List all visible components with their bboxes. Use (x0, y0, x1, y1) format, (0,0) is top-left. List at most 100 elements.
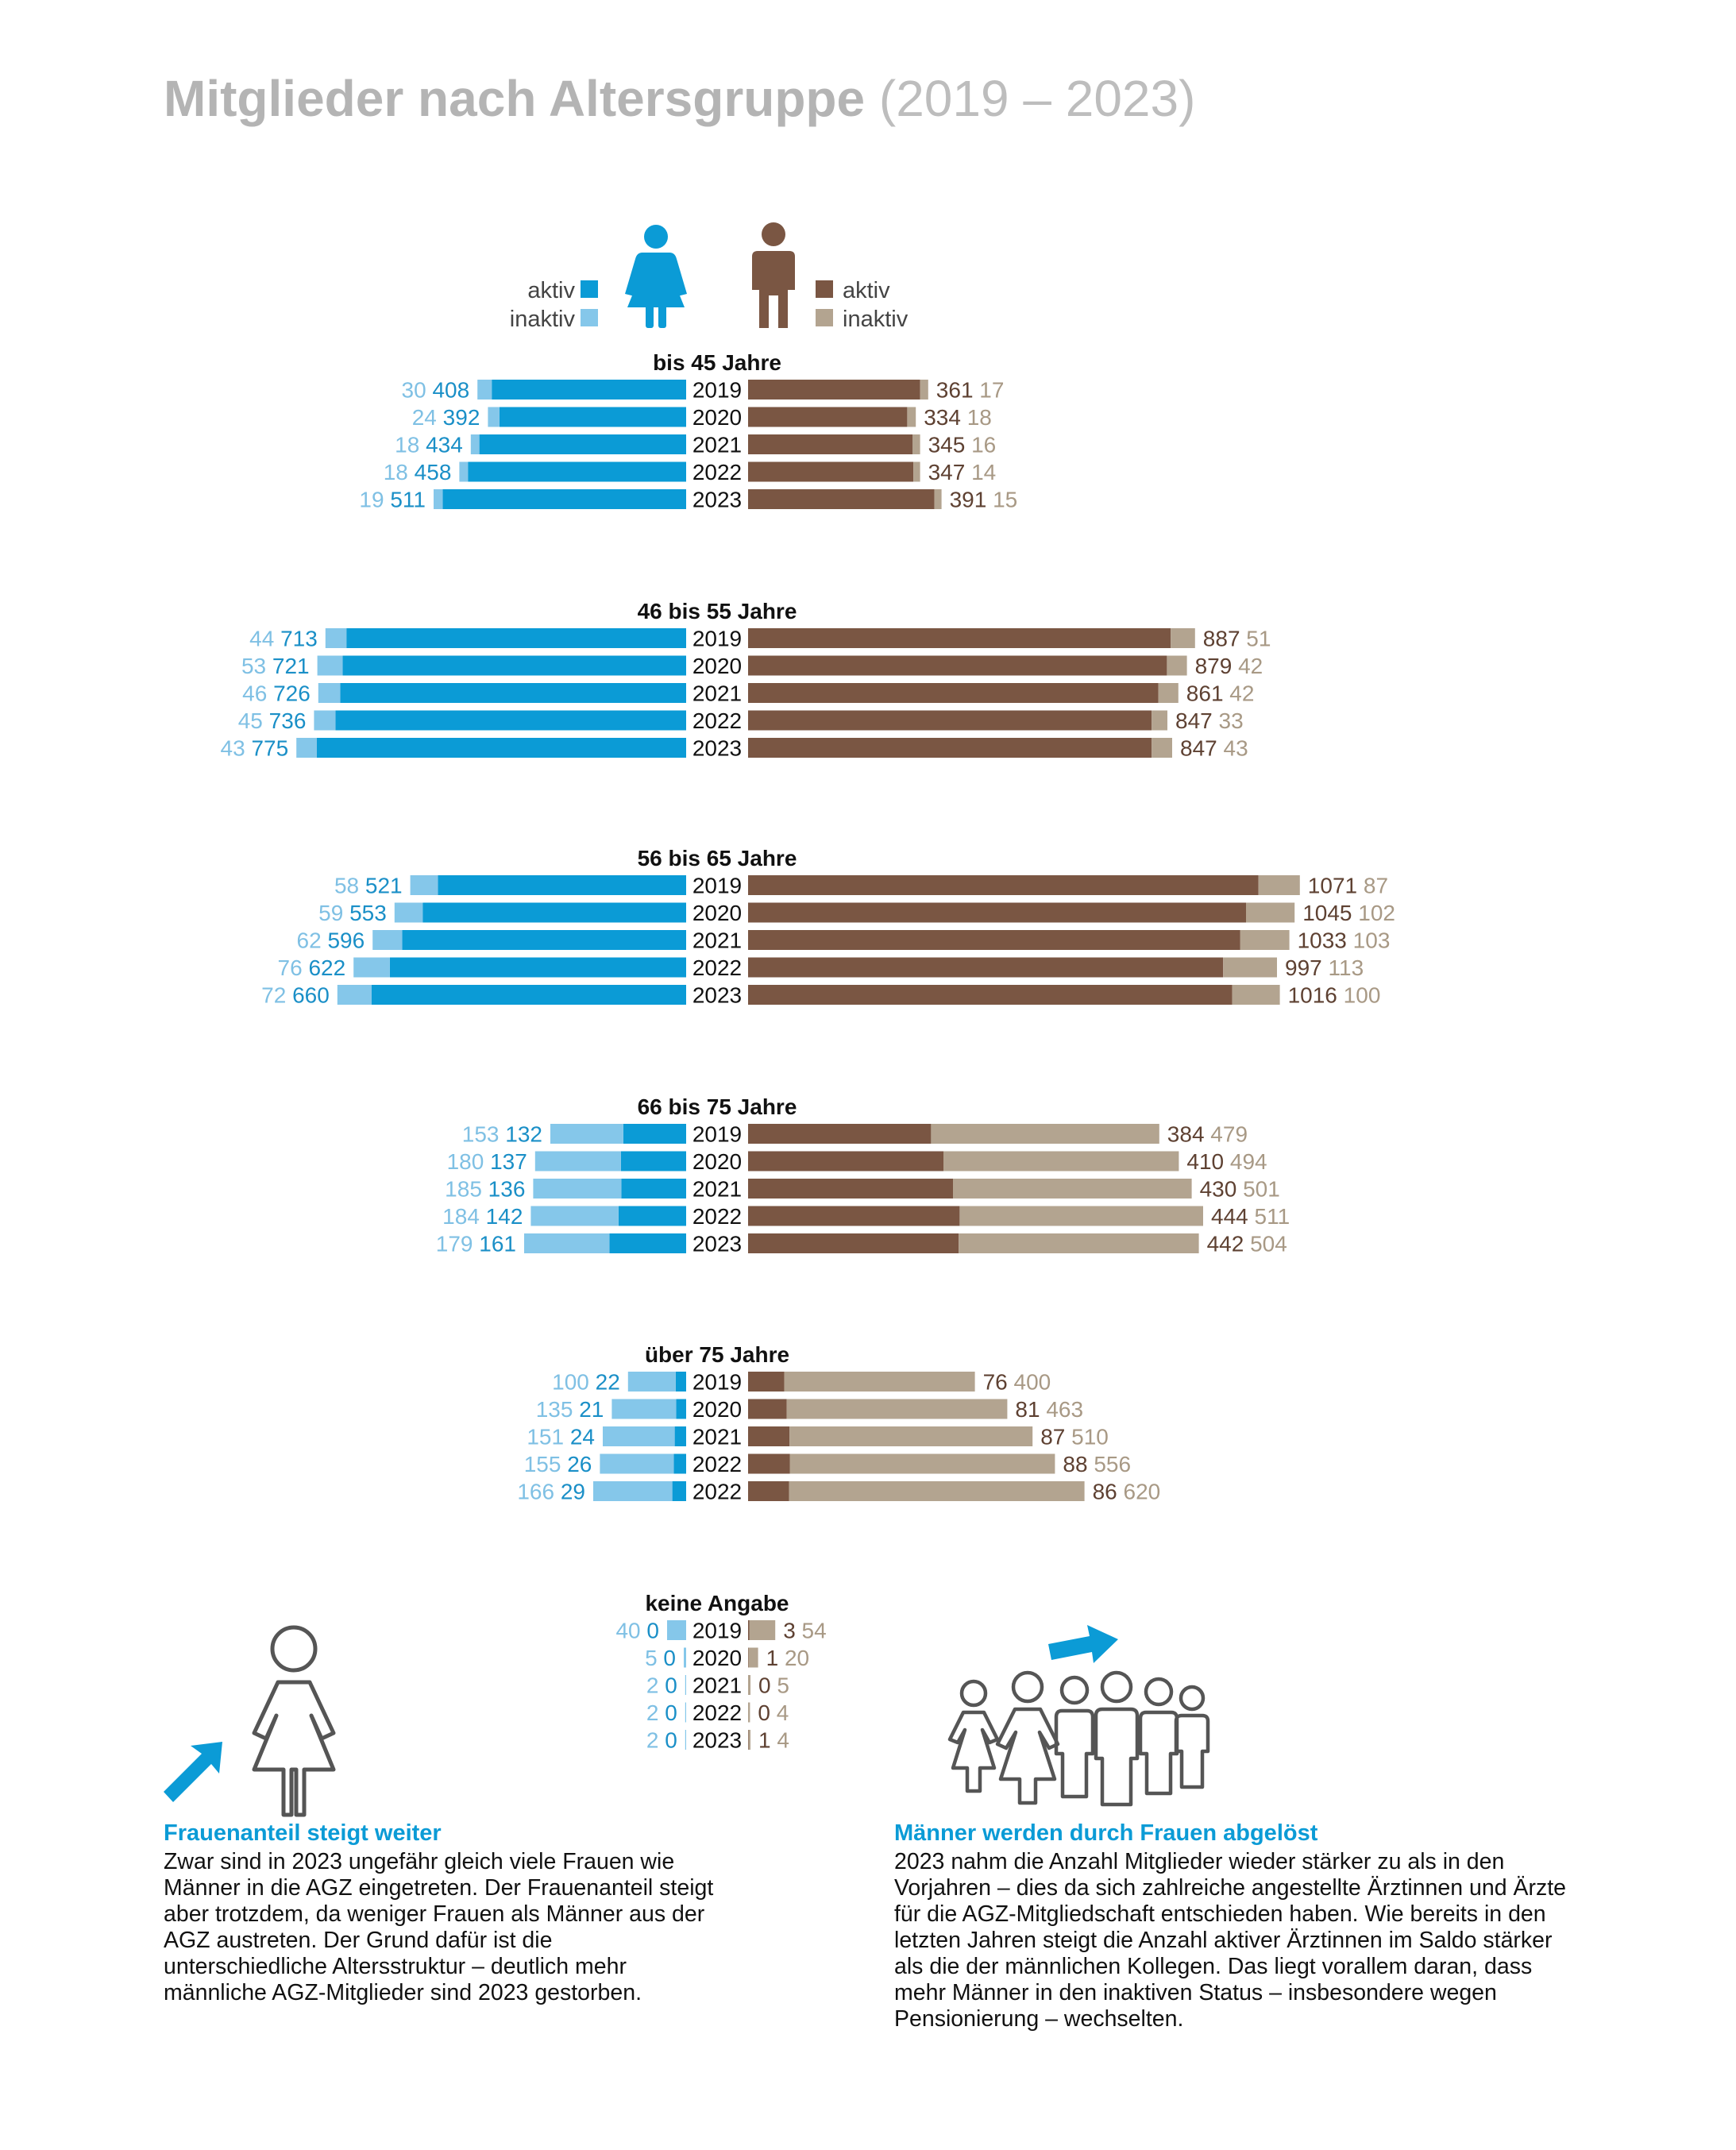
value-men-aktiv: 384 (1167, 1122, 1211, 1147)
legend-men-inaktiv-label: inaktiv (843, 307, 909, 332)
value-label-women: 53 721 (241, 654, 310, 678)
bar-men-inaktiv (789, 1481, 1085, 1501)
value-women-aktiv: 26 (567, 1452, 592, 1476)
value-men-inaktiv: 463 (1046, 1397, 1083, 1422)
arrow-right-icon (1048, 1625, 1118, 1663)
bar-men-aktiv (748, 1124, 932, 1144)
value-label-men: 410 494 (1186, 1149, 1267, 1174)
bar-women-inaktiv (488, 407, 500, 427)
value-women-aktiv: 161 (479, 1232, 516, 1256)
value-men-aktiv: 88 (1063, 1452, 1094, 1476)
bar-men-inaktiv (1240, 930, 1290, 950)
value-men-inaktiv: 33 (1219, 708, 1244, 733)
value-label-men: 76 400 (983, 1370, 1051, 1395)
year-label: 2022 (692, 1452, 742, 1476)
bar-men-aktiv (748, 930, 1240, 950)
bar-women-inaktiv (325, 628, 347, 648)
year-label: 2021 (692, 1425, 742, 1449)
bar-men-aktiv (748, 902, 1246, 923)
legend-women-inaktiv-swatch (581, 309, 598, 326)
value-men-inaktiv: 113 (1329, 955, 1364, 980)
value-label-men: 430 501 (1200, 1177, 1280, 1202)
year-label: 2021 (692, 1673, 742, 1698)
year-label: 2020 (692, 1397, 742, 1422)
legend-women-aktiv-label: aktiv (527, 278, 575, 303)
value-men-aktiv: 361 (936, 378, 980, 403)
man-icon (752, 222, 795, 328)
value-label-women: 151 24 (527, 1425, 595, 1449)
value-men-aktiv: 1071 (1308, 874, 1364, 898)
year-label: 2022 (692, 1204, 742, 1229)
value-label-women: 59 553 (318, 901, 387, 925)
value-label-men: 334 18 (924, 405, 992, 430)
bar-men-inaktiv (789, 1453, 1055, 1474)
value-men-aktiv: 410 (1186, 1149, 1230, 1174)
bar-women-inaktiv (685, 1675, 686, 1695)
value-women-aktiv: 726 (273, 681, 311, 706)
age-group-label: 46 bis 55 Jahre (638, 599, 797, 623)
bar-men-inaktiv (959, 1206, 1203, 1226)
bar-men-aktiv (748, 434, 912, 454)
value-label-men: 1033 103 (1298, 928, 1391, 953)
value-label-women: 45 736 (238, 708, 307, 733)
bar-men-aktiv (748, 985, 1233, 1005)
value-men-inaktiv: 20 (785, 1646, 809, 1670)
value-women-inaktiv: 24 (412, 405, 443, 430)
value-men-inaktiv: 43 (1224, 736, 1248, 761)
bar-women-aktiv (499, 407, 686, 427)
bar-men-inaktiv (920, 380, 928, 400)
bar-women-inaktiv (337, 985, 372, 1005)
value-men-inaktiv: 42 (1229, 681, 1254, 706)
age-group-label: über 75 Jahre (645, 1342, 789, 1367)
bar-men-inaktiv (912, 434, 920, 454)
bar-men-aktiv (748, 489, 935, 509)
value-women-inaktiv: 62 (297, 928, 328, 953)
year-label: 2021 (692, 928, 742, 953)
bar-women-inaktiv (372, 930, 403, 950)
bar-women-aktiv (335, 710, 686, 731)
value-label-men: 384 479 (1167, 1122, 1248, 1147)
year-label: 2022 (692, 1480, 742, 1504)
bar-women-aktiv (673, 1453, 686, 1474)
value-label-women: 19 511 (359, 488, 426, 512)
bar-women-inaktiv (685, 1730, 686, 1750)
value-label-women: 72 660 (261, 983, 330, 1008)
value-women-inaktiv: 135 (536, 1397, 580, 1422)
value-women-inaktiv: 155 (524, 1452, 568, 1476)
year-label: 2020 (692, 1646, 742, 1670)
bar-women-aktiv (317, 738, 686, 758)
bar-women-aktiv (442, 489, 686, 509)
value-women-inaktiv: 72 (261, 983, 292, 1008)
value-men-inaktiv: 504 (1250, 1232, 1287, 1256)
chart-title-years: (2019 – 2023) (878, 70, 1196, 127)
year-label: 2019 (692, 874, 742, 898)
value-women-aktiv: 596 (327, 928, 365, 953)
value-men-aktiv: 86 (1093, 1480, 1124, 1504)
legend-men-aktiv-label: aktiv (843, 278, 890, 303)
value-label-men: 361 17 (936, 378, 1005, 403)
bar-men-inaktiv (907, 407, 916, 427)
value-women-inaktiv: 166 (517, 1480, 561, 1504)
value-label-men: 444 511 (1211, 1204, 1290, 1229)
bar-women-inaktiv (593, 1481, 673, 1501)
value-women-inaktiv: 153 (462, 1122, 506, 1147)
text-box-men-heading: Männer werden durch Frauen abgelöst (894, 1820, 1318, 1846)
value-women-aktiv: 622 (308, 955, 345, 980)
value-women-aktiv: 392 (443, 405, 480, 430)
value-women-aktiv: 0 (663, 1646, 676, 1670)
bar-women-aktiv (340, 683, 686, 703)
chart-title: Mitglieder nach Altersgruppe (2019 – 202… (164, 67, 1195, 130)
value-men-aktiv: 1045 (1302, 901, 1358, 925)
value-women-inaktiv: 2 (646, 1700, 665, 1725)
value-label-women: 153 132 (462, 1122, 542, 1147)
bar-men-aktiv (748, 738, 1152, 758)
bar-women-aktiv (422, 902, 686, 923)
value-women-aktiv: 0 (665, 1700, 677, 1725)
value-men-aktiv: 997 (1285, 955, 1329, 980)
bar-women-inaktiv (524, 1233, 610, 1253)
bar-men-inaktiv (789, 1426, 1033, 1446)
bar-men-aktiv (748, 957, 1224, 978)
value-women-inaktiv: 185 (445, 1177, 488, 1202)
bar-men-inaktiv (748, 1702, 750, 1723)
value-label-women: 185 136 (445, 1177, 525, 1202)
